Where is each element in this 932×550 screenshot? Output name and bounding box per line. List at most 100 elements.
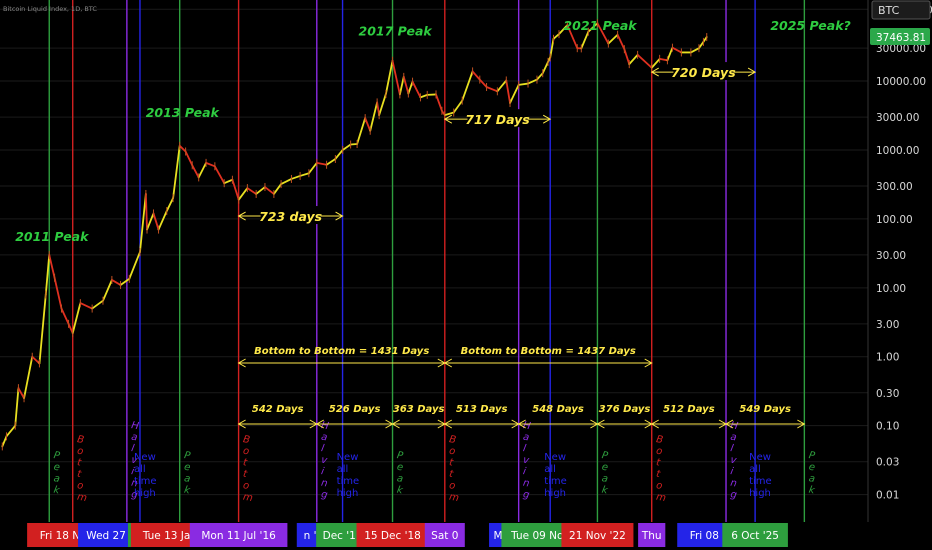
price-segment: [325, 158, 337, 166]
vline-letter: n: [522, 478, 530, 490]
price-segment: [152, 212, 160, 231]
date-tag-text: 15 Dec '18: [364, 530, 421, 542]
vline-letter: k: [53, 485, 62, 497]
vline-letter: t: [448, 457, 455, 469]
price-segment: [91, 299, 104, 310]
price-segment: [165, 197, 174, 212]
vline-letter: v: [522, 455, 531, 467]
vline-letter: n: [320, 478, 328, 490]
vline-letter: a: [601, 473, 609, 485]
price-segment: [607, 33, 619, 45]
y-tick-label: 1000.00: [876, 145, 919, 157]
span-arrow-head-left: [596, 419, 605, 429]
cycle-arrow-head-right: [644, 358, 653, 368]
date-tag[interactable]: [189, 523, 288, 547]
span-label: 376 Days: [599, 404, 651, 415]
vline-letter: H: [730, 420, 740, 432]
price-segment: [443, 111, 455, 117]
date-tag[interactable]: [561, 523, 634, 547]
currency-label: BTC: [878, 4, 900, 17]
vline-letter: a: [396, 473, 404, 485]
duration-arrow-head-left: [443, 114, 453, 124]
vline-letter: t: [655, 469, 662, 481]
price-segment: [255, 186, 266, 195]
vline-letter: o: [655, 446, 663, 458]
vline-letter: a: [808, 473, 816, 485]
vline-letter: P: [53, 450, 62, 462]
price-segment: [689, 47, 700, 54]
date-tag-text: 6 Oct '25: [731, 530, 779, 542]
price-segment: [398, 75, 405, 96]
vline-letter: H: [320, 420, 330, 432]
price-segment: [299, 172, 310, 177]
price-segment: [146, 212, 155, 231]
currency-tag[interactable]: BTC: [871, 0, 931, 20]
vline-letter: a: [730, 432, 738, 444]
date-tag-text: Thu: [641, 530, 662, 542]
duration-label-bg: [467, 109, 528, 128]
date-tag[interactable]: [424, 523, 465, 547]
price-segment: [144, 193, 148, 231]
currency-tag-box: [871, 0, 931, 20]
date-tag[interactable]: [722, 523, 788, 547]
vline-letter: e: [601, 462, 609, 474]
price-segment: [102, 279, 113, 302]
vline-letter: i: [130, 466, 135, 477]
peak-label: 2025 Peak?: [770, 18, 850, 33]
price-segment: [698, 40, 705, 50]
y-tick-label: 3.00: [876, 319, 899, 331]
price-segment: [178, 144, 187, 153]
date-tag[interactable]: [356, 523, 429, 547]
price-segment: [157, 210, 168, 231]
vline-letter: l: [730, 443, 735, 454]
price-segment: [558, 24, 569, 36]
price-segment: [14, 387, 20, 427]
price-segment: [461, 70, 474, 102]
span-label: 548 Days: [532, 404, 584, 415]
price-segment: [128, 251, 141, 280]
chart-title: Bitcoin Liquid Index, 1D, BTC: [3, 5, 97, 13]
price-segment: [223, 178, 234, 185]
ath-label: New all time high: [134, 452, 157, 499]
vline-letter: a: [183, 473, 191, 485]
vline-letter: H: [522, 420, 532, 432]
price-segment: [369, 101, 379, 132]
peak-label: 2021 Peak: [563, 18, 637, 33]
vline-letter: t: [242, 457, 249, 469]
price-segment: [536, 72, 544, 81]
vline-letter: o: [655, 480, 663, 492]
price-segment: [509, 83, 520, 104]
price-segment: [364, 117, 372, 132]
price-series: [1, 19, 708, 451]
y-tick-label: 0.30: [876, 388, 899, 400]
price-segment: [435, 93, 443, 112]
vline-letter: t: [242, 469, 249, 481]
price-segment: [334, 149, 344, 160]
vline-letter: m: [76, 492, 88, 505]
price-segment: [517, 82, 529, 86]
vline-letter: e: [183, 462, 191, 474]
vline-letter: k: [396, 485, 405, 497]
price-segment: [566, 24, 579, 50]
vline-letter: B: [76, 434, 85, 446]
span-arrow-head-left: [443, 419, 453, 429]
vline-letter: i: [730, 466, 735, 477]
price-segment: [378, 93, 387, 117]
y-axis-background: [868, 0, 932, 522]
ath-label: New all time high: [337, 452, 360, 499]
price-segment: [246, 187, 258, 195]
span-label: 512 Days: [663, 404, 715, 415]
price-segment: [290, 175, 301, 180]
vline-letter: l: [320, 443, 325, 454]
price-segment: [471, 70, 481, 81]
vline-letter: g: [130, 489, 138, 501]
peak-label: 2017 Peak: [359, 23, 433, 38]
duration-label: 717 Days: [465, 112, 529, 127]
date-tag[interactable]: [638, 523, 666, 547]
date-tag-text: Sat 0: [431, 530, 458, 542]
y-tick-label: 10000.00: [876, 76, 926, 88]
price-segment: [596, 22, 610, 45]
price-segment: [23, 355, 34, 400]
